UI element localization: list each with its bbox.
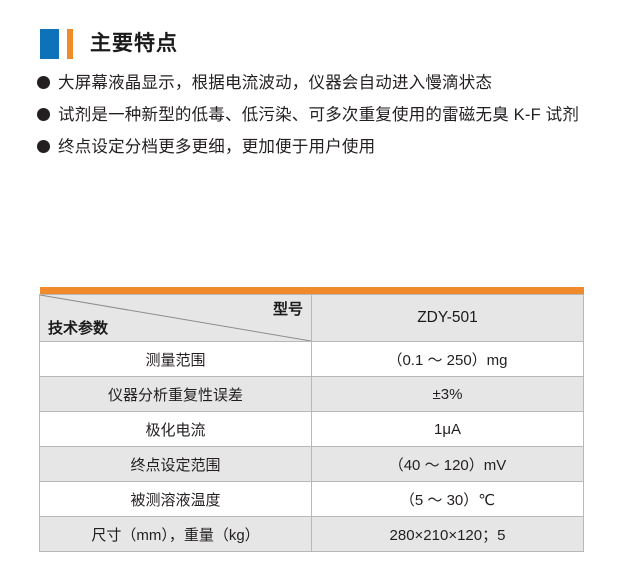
orange-rule-bar <box>39 287 584 295</box>
list-item: 试剂是一种新型的低毒、低污染、可多次重复使用的雷磁无臭 K-F 试剂 <box>37 102 593 128</box>
table-row: 仪器分析重复性误差 ±3% <box>39 376 584 412</box>
table-top-rule <box>39 287 584 295</box>
feature-list: 大屏幕液晶显示，根据电流波动，仪器会自动进入慢滴状态 试剂是一种新型的低毒、低污… <box>37 70 593 166</box>
bullet-icon <box>37 76 50 89</box>
row-param: 极化电流 <box>39 411 312 447</box>
row-value: （0.1 ～ 250）mg <box>311 341 584 377</box>
table-row: 测量范围 （0.1 ～ 250）mg <box>39 341 584 377</box>
bullet-icon <box>37 108 50 121</box>
row-param: 仪器分析重复性误差 <box>39 376 312 412</box>
row-value: （5 ～ 30）℃ <box>311 481 584 517</box>
heading-orange-bar <box>67 29 73 59</box>
page-title: 主要特点 <box>90 32 178 55</box>
row-param: 尺寸（mm），重量（kg） <box>39 516 312 552</box>
table-row: 终点设定范围 （40 ～ 120）mV <box>39 446 584 482</box>
header-param-label: 技术参数 <box>48 320 109 337</box>
list-item: 终点设定分档更多更细，更加便于用户使用 <box>37 134 593 160</box>
section-heading: 主要特点 <box>40 27 178 61</box>
header-model-value: ZDY-501 <box>311 294 584 342</box>
row-value: 280×210×120；5 <box>311 516 584 552</box>
header-diagonal-cell: 型号 技术参数 <box>39 294 312 342</box>
heading-blue-block <box>40 29 59 59</box>
row-param: 被测溶液温度 <box>39 481 312 517</box>
bullet-icon <box>37 140 50 153</box>
feature-text: 试剂是一种新型的低毒、低污染、可多次重复使用的雷磁无臭 K-F 试剂 <box>58 106 580 124</box>
row-param: 终点设定范围 <box>39 446 312 482</box>
table-row: 被测溶液温度 （5 ～ 30）℃ <box>39 481 584 517</box>
table-header-row: 型号 技术参数 ZDY-501 <box>39 294 584 342</box>
row-param: 测量范围 <box>39 341 312 377</box>
table-row: 极化电流 1μA <box>39 411 584 447</box>
list-item: 大屏幕液晶显示，根据电流波动，仪器会自动进入慢滴状态 <box>37 70 593 96</box>
specification-table: 型号 技术参数 ZDY-501 测量范围 （0.1 ～ 250）mg 仪器分析重… <box>39 287 584 552</box>
feature-text: 终点设定分档更多更细，更加便于用户使用 <box>58 138 376 156</box>
row-value: ±3% <box>311 376 584 412</box>
row-value: 1μA <box>311 411 584 447</box>
row-value: （40 ～ 120）mV <box>311 446 584 482</box>
feature-text: 大屏幕液晶显示，根据电流波动，仪器会自动进入慢滴状态 <box>58 74 493 92</box>
table-row: 尺寸（mm），重量（kg） 280×210×120；5 <box>39 516 584 552</box>
header-model-label: 型号 <box>272 301 303 318</box>
